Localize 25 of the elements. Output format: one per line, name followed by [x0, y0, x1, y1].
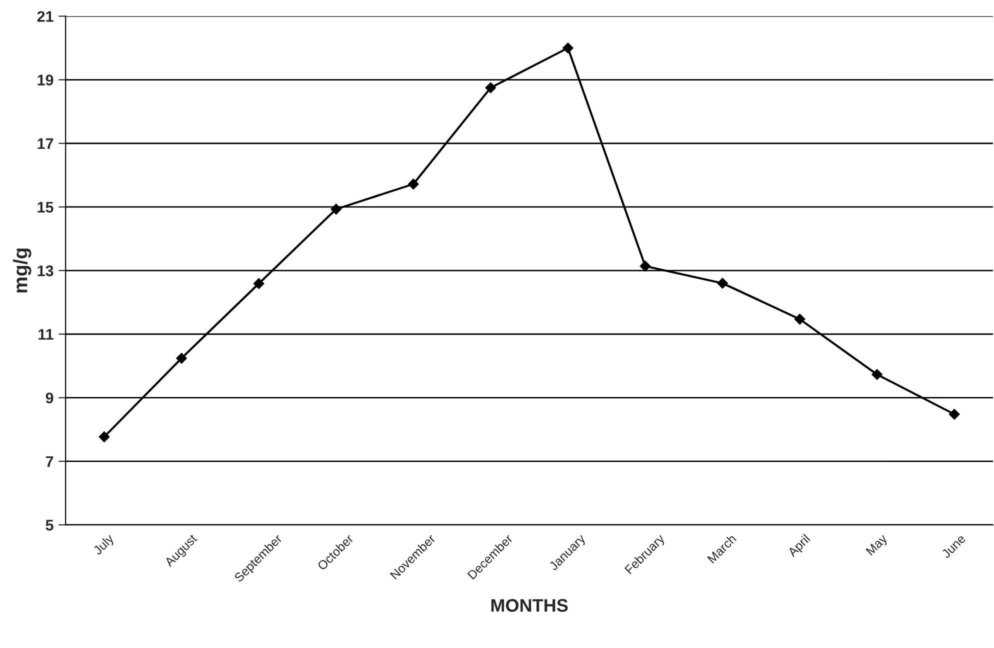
- point: [717, 278, 728, 289]
- x-tick-label: July: [92, 533, 116, 558]
- point: [98, 431, 110, 442]
- y-tick-label: 13: [38, 265, 54, 276]
- y-tick-label: 17: [38, 138, 54, 149]
- x-tick-label: May: [866, 534, 890, 558]
- x-axis-title: MONTHS: [491, 599, 568, 612]
- y-tick-label: 15: [38, 202, 54, 213]
- point: [872, 369, 883, 380]
- point: [176, 352, 187, 364]
- point: [948, 408, 960, 420]
- point: [408, 178, 419, 190]
- y-tick-label: 11: [38, 329, 54, 340]
- y-tick-label: 9: [46, 392, 54, 404]
- point: [562, 42, 574, 54]
- y-tick-label: 7: [46, 456, 54, 467]
- point: [485, 82, 496, 94]
- point: [640, 260, 651, 272]
- y-tick-label: 21: [37, 11, 54, 22]
- y-axis-title: mg/g: [13, 248, 32, 292]
- y-tick-label: 19: [38, 74, 54, 86]
- point: [253, 278, 264, 290]
- y-tick-label: 5: [46, 520, 54, 531]
- point: [794, 314, 806, 325]
- point: [330, 204, 342, 215]
